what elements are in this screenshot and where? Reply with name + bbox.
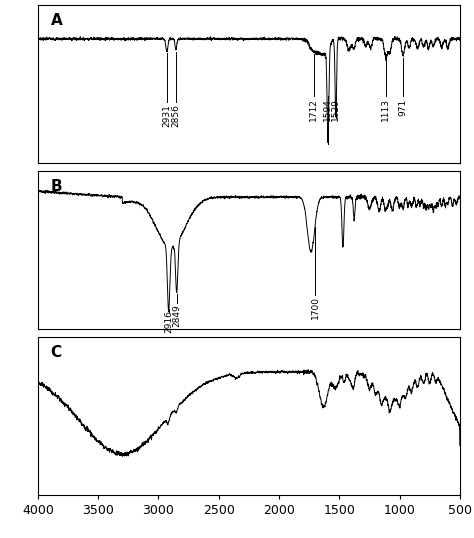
Text: 1712: 1712 [309,98,318,121]
Text: 2931: 2931 [162,104,171,127]
Text: C: C [51,345,62,360]
Text: 1594: 1594 [323,98,332,121]
Text: 1700: 1700 [310,296,319,319]
Text: 1529: 1529 [331,98,340,121]
Text: 1113: 1113 [382,98,391,121]
Text: 971: 971 [399,98,408,116]
Text: 2856: 2856 [171,104,180,127]
Text: 2849: 2849 [172,305,181,328]
Text: 2916: 2916 [164,310,173,334]
Text: A: A [51,13,62,29]
Text: B: B [51,179,62,194]
